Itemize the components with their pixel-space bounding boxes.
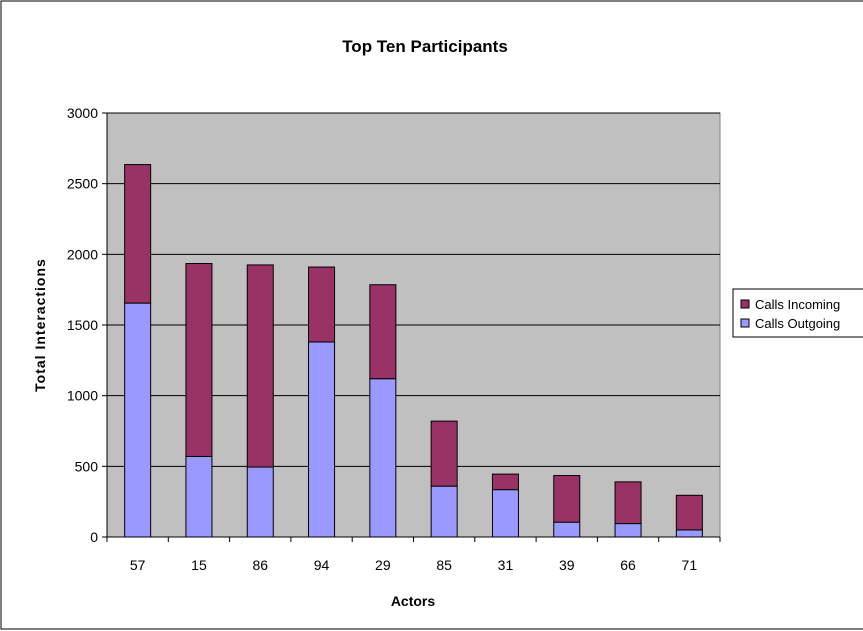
x-tick-label: 31 xyxy=(498,557,514,573)
bar-outgoing-85 xyxy=(430,485,458,538)
bar-incoming-66 xyxy=(614,481,642,525)
x-axis-label: Actors xyxy=(391,593,436,609)
y-axis-label: Total Interactions xyxy=(32,258,48,392)
x-tick-label: 39 xyxy=(559,557,575,573)
legend-label-outgoing: Calls Outgoing xyxy=(755,316,840,331)
chart-title: Top Ten Participants xyxy=(342,37,508,56)
bar-outgoing-86 xyxy=(246,466,274,538)
bar-incoming-71 xyxy=(675,494,703,531)
bar-outgoing-29 xyxy=(369,378,397,538)
x-tick-label: 15 xyxy=(191,557,207,573)
bar-incoming-31 xyxy=(491,473,519,491)
bar-outgoing-66 xyxy=(614,523,642,538)
y-tick-label: 1500 xyxy=(67,317,98,333)
y-tick-label: 1000 xyxy=(67,388,98,404)
x-tick-label: 29 xyxy=(375,557,391,573)
bar-incoming-94 xyxy=(308,266,336,343)
y-tick-label: 500 xyxy=(75,458,99,474)
y-tick-label: 2000 xyxy=(67,246,98,262)
bar-incoming-86 xyxy=(246,264,274,468)
y-tick-label: 0 xyxy=(90,529,98,545)
x-ticks: 57 15 86 94 29 85 31 39 66 71 xyxy=(106,537,721,573)
legend: Calls Incoming Calls Outgoing xyxy=(732,288,863,338)
y-tick-label: 2500 xyxy=(67,176,98,192)
bar-incoming-39 xyxy=(553,475,581,523)
legend-box xyxy=(732,288,863,338)
legend-label-incoming: Calls Incoming xyxy=(755,297,840,312)
x-tick-label: 86 xyxy=(252,557,268,573)
bar-outgoing-15 xyxy=(185,455,213,538)
bar-outgoing-31 xyxy=(491,489,519,538)
bar-incoming-29 xyxy=(369,284,397,380)
bar-incoming-85 xyxy=(430,420,458,487)
x-tick-label: 94 xyxy=(314,557,330,573)
bars xyxy=(124,164,703,538)
x-tick-label: 85 xyxy=(436,557,452,573)
bar-incoming-15 xyxy=(185,263,213,457)
legend-swatch-outgoing xyxy=(740,318,750,328)
legend-swatch-incoming xyxy=(740,299,750,309)
bar-outgoing-94 xyxy=(308,341,336,538)
x-tick-label: 71 xyxy=(682,557,698,573)
bar-outgoing-57 xyxy=(124,302,152,538)
bar-outgoing-39 xyxy=(553,521,581,538)
x-tick-label: 57 xyxy=(130,557,146,573)
bar-incoming-57 xyxy=(124,164,152,304)
x-tick-label: 66 xyxy=(620,557,636,573)
y-ticks: 0 500 1000 1500 2000 2500 3000 xyxy=(67,105,107,545)
bar-outgoing-71 xyxy=(675,529,703,538)
y-tick-label: 3000 xyxy=(67,105,98,121)
